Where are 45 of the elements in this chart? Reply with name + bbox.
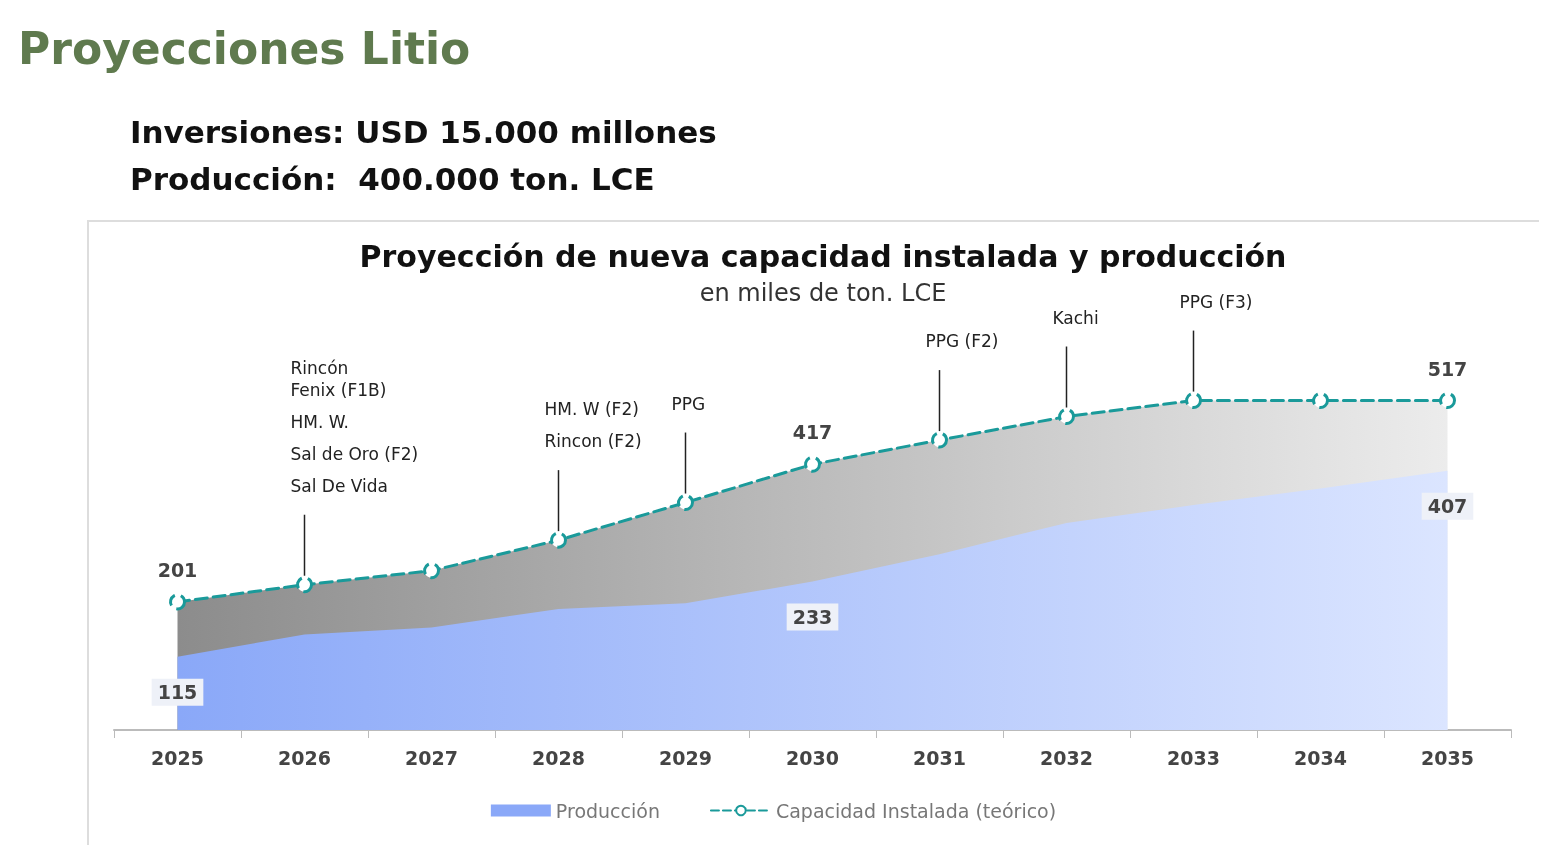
- point: [423, 562, 440, 580]
- data-label: 233: [792, 606, 833, 629]
- annotation: Sal de Oro (F2): [290, 443, 419, 464]
- text: Inversiones: USD 15.000 millones: [130, 113, 717, 150]
- data-label: 407: [1427, 495, 1468, 518]
- text: PPG (F3): [1179, 291, 1253, 312]
- annotation: Sal De Vida: [290, 475, 388, 496]
- legend-label: Capacidad Instalada (teórico): [775, 799, 1057, 822]
- point: [677, 494, 694, 512]
- point: [169, 593, 186, 611]
- data-label: 417: [792, 421, 833, 444]
- x-tick-label: 2026: [278, 746, 331, 769]
- data-label: 201: [157, 558, 198, 581]
- x-tick-label: 2031: [913, 746, 966, 769]
- chart-subtitle: en miles de ton. LCE: [699, 279, 947, 307]
- point: [550, 531, 567, 549]
- text: PPG (F2): [925, 331, 999, 352]
- point: [1312, 392, 1329, 410]
- x-tick-label: 2034: [1294, 746, 1347, 769]
- chart-title: Proyección de nueva capacidad instalada y producción: [359, 238, 1287, 274]
- x-tick-label: 2027: [405, 746, 458, 769]
- point: [931, 431, 948, 449]
- x-tick-label: 2025: [151, 746, 204, 769]
- data-label: 115: [157, 681, 198, 704]
- text: Rincón Fenix (F1B): [290, 357, 387, 400]
- annotation: PPG: [671, 393, 706, 414]
- x-tick-label: 2028: [532, 746, 585, 769]
- point: [1058, 408, 1075, 426]
- point: [1185, 392, 1202, 410]
- x-tick-label: 2035: [1421, 746, 1474, 769]
- x-tick-label: 2033: [1167, 746, 1220, 769]
- x-tick-label: 2032: [1040, 746, 1093, 769]
- annotation: Rincon (F2): [544, 431, 642, 452]
- x-tick-label: 2030: [786, 746, 839, 769]
- point: [296, 576, 313, 594]
- x-tick-label: 2029: [659, 746, 712, 769]
- data-label: 517: [1427, 357, 1468, 380]
- point: [804, 455, 821, 473]
- legend-label: Producción: [555, 799, 660, 822]
- point: [1439, 392, 1456, 410]
- text: Kachi: [1052, 307, 1099, 328]
- annotation: HM. W.: [290, 411, 350, 432]
- text: Proyecciones Litio: [18, 22, 471, 74]
- annotation: HM. W (F2): [544, 399, 639, 420]
- text: Producción: 400.000 ton. LCE: [130, 160, 655, 197]
